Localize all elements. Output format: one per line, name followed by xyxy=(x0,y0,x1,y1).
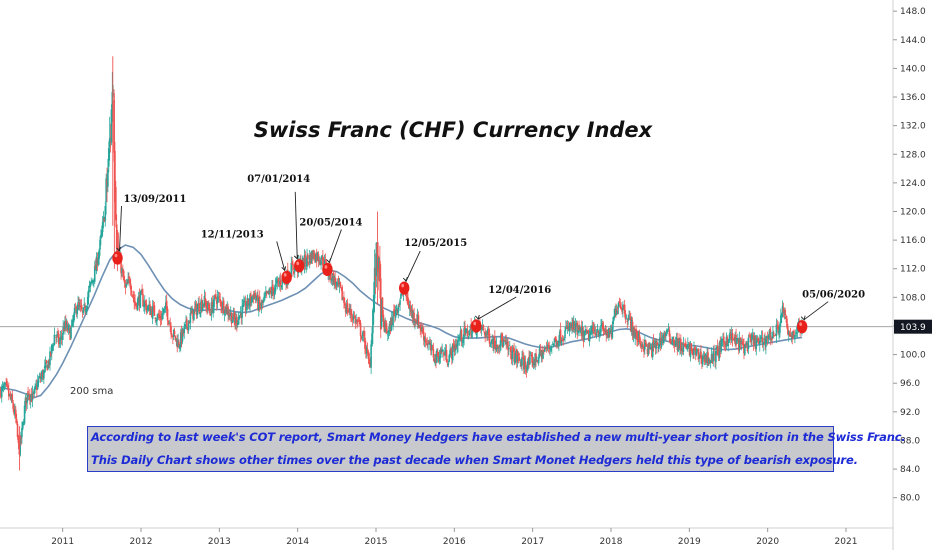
sma-series-label: 200 sma xyxy=(70,386,113,397)
x-tick-label: 2016 xyxy=(443,537,466,547)
bearish-marker xyxy=(294,259,304,272)
candle-body xyxy=(529,357,531,364)
bearish-marker-highlight xyxy=(401,284,404,288)
annotation-line-1: According to last week's COT report, Sma… xyxy=(91,430,906,444)
marker-date-label: 13/09/2011 xyxy=(124,194,187,205)
bearish-marker xyxy=(399,281,409,294)
y-tick-label: 136.0 xyxy=(900,93,926,103)
marker-date-label: 05/06/2020 xyxy=(802,290,865,301)
candle-body xyxy=(748,338,750,349)
chart-title: Swiss Franc (CHF) Currency Index xyxy=(254,118,654,142)
x-tick-label: 2015 xyxy=(365,537,388,547)
bearish-marker xyxy=(322,263,332,276)
candle-body xyxy=(131,290,133,293)
candle-body xyxy=(197,308,199,315)
candle-body xyxy=(469,330,471,335)
x-tick-label: 2018 xyxy=(600,537,623,547)
candle-body xyxy=(727,343,729,346)
candle-body xyxy=(360,323,362,336)
candle-body xyxy=(370,344,372,367)
bearish-marker-highlight xyxy=(325,265,328,269)
candle-body xyxy=(18,435,20,443)
last-price-label: 103.9 xyxy=(900,323,926,333)
y-tick-label: 96.0 xyxy=(900,379,920,389)
bearish-marker-highlight xyxy=(115,254,118,258)
x-tick-label: 2017 xyxy=(521,537,544,547)
candle-body xyxy=(399,300,401,305)
candle-body xyxy=(107,170,109,186)
y-tick-label: 144.0 xyxy=(900,36,926,46)
bearish-marker-highlight xyxy=(473,322,476,326)
y-tick-label: 84.0 xyxy=(900,465,920,475)
candle-body xyxy=(596,334,598,335)
y-tick-label: 100.0 xyxy=(900,351,926,361)
x-tick-label: 2011 xyxy=(51,537,74,547)
candle-body xyxy=(46,360,48,363)
candle-body xyxy=(712,351,714,361)
x-tick-label: 2014 xyxy=(286,537,309,547)
candle-body xyxy=(74,308,76,315)
candle-body xyxy=(340,282,342,287)
bearish-marker-highlight xyxy=(799,322,802,326)
candle-body xyxy=(81,305,83,310)
candle-body xyxy=(6,381,8,385)
bearish-marker-highlight xyxy=(296,262,299,266)
candle-body xyxy=(154,305,156,316)
bearish-marker xyxy=(282,271,292,284)
y-tick-label: 116.0 xyxy=(900,236,926,246)
candle-body xyxy=(667,331,669,332)
marker-date-label: 12/05/2015 xyxy=(404,238,467,249)
y-tick-label: 92.0 xyxy=(900,408,920,418)
y-tick-label: 132.0 xyxy=(900,122,926,132)
candle-body xyxy=(320,260,322,264)
candle-body xyxy=(784,310,786,315)
candle-body xyxy=(186,319,188,326)
x-tick-label: 2019 xyxy=(678,537,701,547)
x-tick-label: 2012 xyxy=(130,537,153,547)
candle-body xyxy=(209,309,211,313)
candle-body xyxy=(54,335,56,345)
marker-date-label: 20/05/2014 xyxy=(299,217,362,228)
y-tick-label: 120.0 xyxy=(900,207,926,217)
candle-body xyxy=(467,330,469,336)
candle-body xyxy=(292,264,294,271)
candle-body xyxy=(198,303,200,313)
bearish-marker xyxy=(471,319,481,332)
candle-body xyxy=(461,330,463,342)
candle-body xyxy=(174,331,176,334)
y-tick-label: 80.0 xyxy=(900,494,920,504)
y-tick-label: 124.0 xyxy=(900,179,926,189)
candle-body xyxy=(167,309,169,321)
x-tick-label: 2013 xyxy=(208,537,231,547)
bearish-marker xyxy=(112,251,122,264)
candle-body xyxy=(70,328,72,338)
candle-body xyxy=(448,363,450,365)
candle-body xyxy=(307,255,309,260)
y-tick-label: 112.0 xyxy=(900,265,926,275)
candle-body xyxy=(442,350,444,351)
candle-body xyxy=(83,307,85,313)
bearish-marker xyxy=(797,320,807,333)
candle-body xyxy=(433,349,435,358)
x-tick-label: 2021 xyxy=(835,537,858,547)
candle-body xyxy=(773,333,775,334)
y-tick-label: 128.0 xyxy=(900,150,926,160)
y-tick-label: 108.0 xyxy=(900,293,926,303)
annotation-line-2: This Daily Chart shows other times over … xyxy=(91,453,858,467)
y-tick-label: 140.0 xyxy=(900,64,926,74)
candle-body xyxy=(509,345,511,346)
chart: 13/09/2011 12/11/2013 07/01/2014 20/05/2014… xyxy=(0,0,932,550)
y-tick-label: 148.0 xyxy=(900,7,926,17)
candle-body xyxy=(551,346,553,348)
marker-date-label: 07/01/2014 xyxy=(247,174,310,185)
candle-body xyxy=(508,348,510,350)
x-tick-label: 2020 xyxy=(756,537,779,547)
candle-body xyxy=(564,330,566,338)
marker-date-label: 12/11/2013 xyxy=(201,229,264,240)
bearish-marker-highlight xyxy=(284,273,287,277)
annotation-box: According to last week's COT report, Sma… xyxy=(87,426,834,472)
marker-date-label: 12/04/2016 xyxy=(488,285,551,296)
candle-body xyxy=(483,325,485,330)
candle-body xyxy=(38,379,40,382)
